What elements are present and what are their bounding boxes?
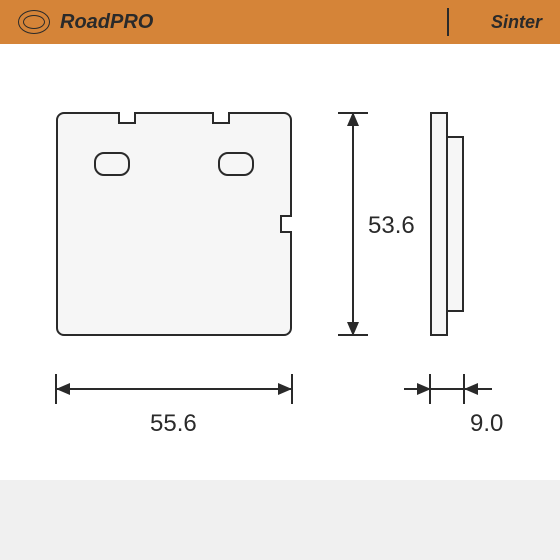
pad-mounting-hole [218,152,254,176]
dim-depth-value: 9.0 [470,410,503,438]
dim-height-value: 53.6 [368,212,415,240]
header-left: RoadPRO [18,10,153,34]
pad-mounting-hole [94,152,130,176]
pad-top-notch [118,112,136,124]
dim-width-line [56,388,292,390]
brand-logo-icon [18,10,50,34]
header-bar: RoadPRO Sinter [0,0,560,44]
product-dimension-card: RoadPRO Sinter 53.6 55 [0,0,560,480]
dim-width-arrow [278,383,292,395]
brand-pro-text: PRO [110,11,153,33]
dim-width-value: 55.6 [150,410,197,438]
header-right: Sinter [447,8,542,36]
compound-label: Sinter [491,12,542,33]
dim-height-arrow [347,322,359,336]
brake-pad-side-view-friction [448,136,464,312]
brand-road-text: Road [60,11,110,33]
header-divider [447,8,449,36]
dim-width-arrow [56,383,70,395]
pad-side-notch [280,215,292,233]
brake-pad-front-view [56,112,292,336]
pad-top-notch [212,112,230,124]
brand-name: RoadPRO [60,11,153,34]
dim-height-arrow [347,112,359,126]
dimension-diagram: 53.6 55.6 9.0 [0,44,560,480]
brake-pad-side-view-backing [430,112,448,336]
dim-height-line [352,112,354,336]
dim-depth-arrow [464,383,478,395]
dim-depth-arrow [417,383,431,395]
